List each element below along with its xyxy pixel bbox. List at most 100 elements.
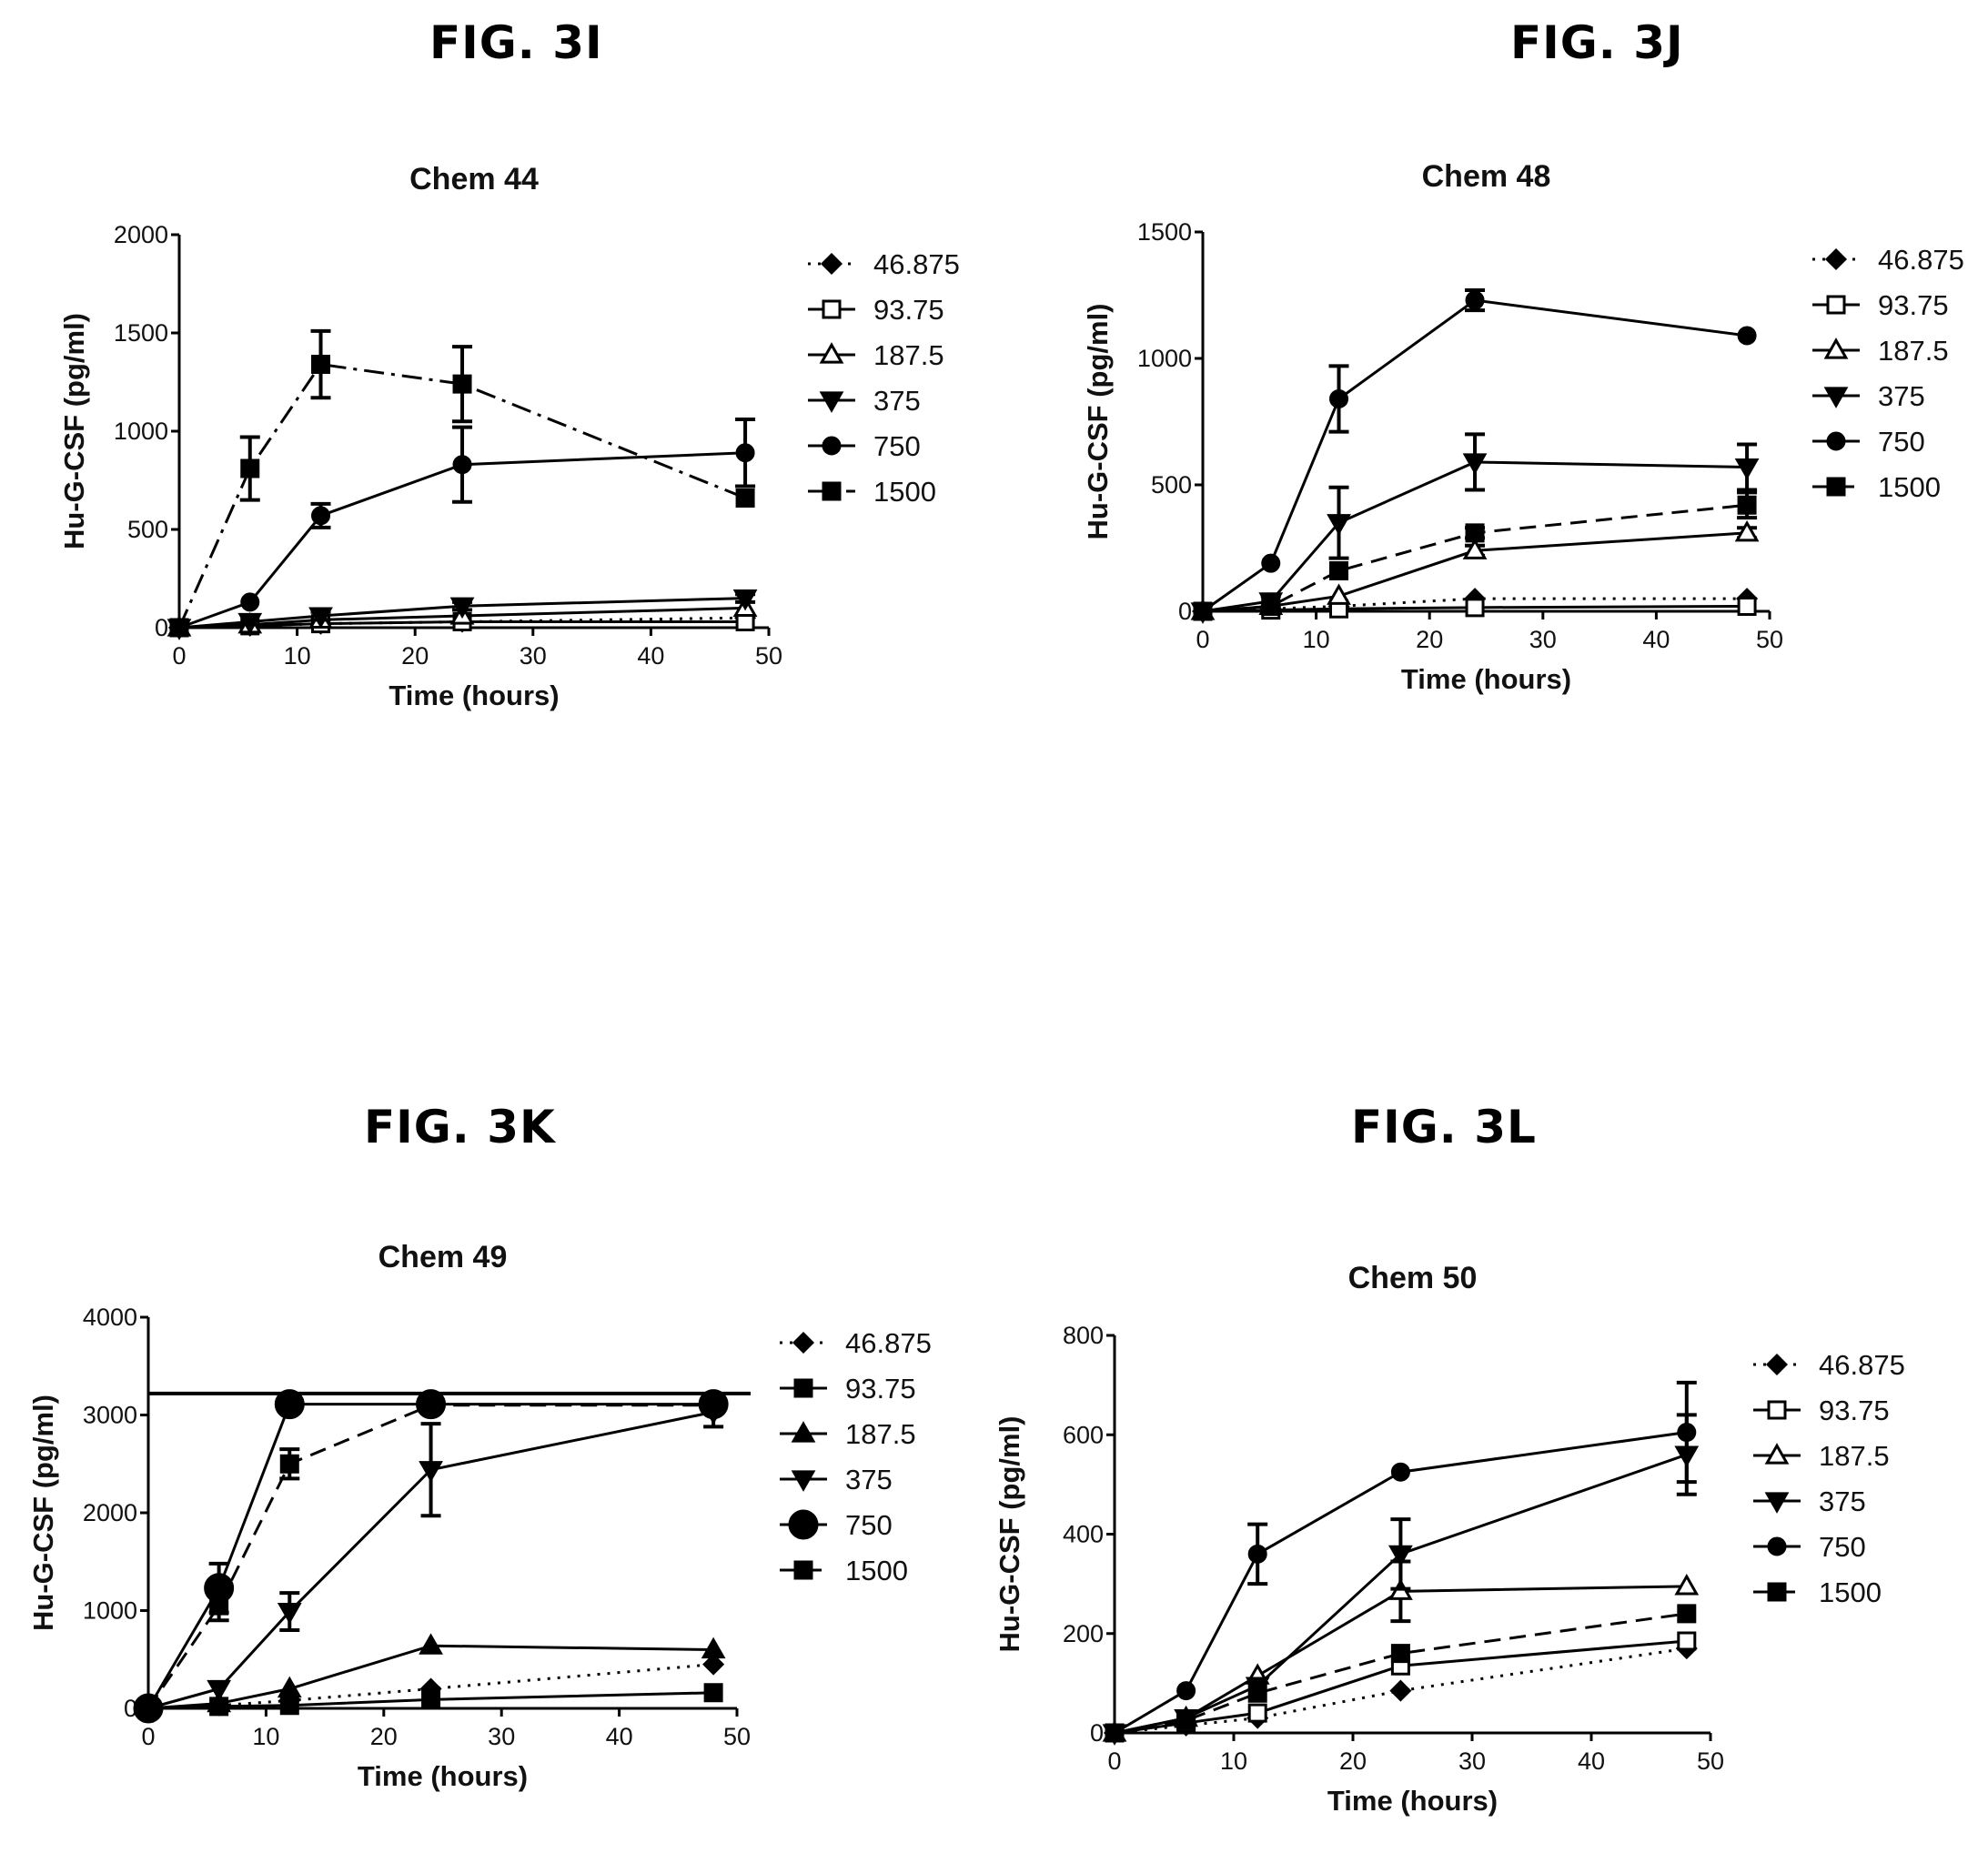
legend-marker-1500 [1767, 1582, 1787, 1602]
data-point-750 [240, 592, 260, 612]
data-point-375 [701, 1403, 726, 1425]
series-line-375 [178, 597, 746, 629]
x-tick-label: 30 [488, 1723, 515, 1750]
legend-label: 46.875 [873, 248, 960, 280]
data-point-187.5 [1245, 1663, 1270, 1685]
data-point-46.875 [1389, 1679, 1412, 1702]
data-point-750 [1261, 553, 1281, 573]
y-axis-label: Hu-G-CSF (pg/ml) [1082, 303, 1114, 539]
legend-marker-46.875 [820, 252, 843, 276]
data-point-750 [204, 1573, 235, 1604]
legend-label: 46.875 [1878, 244, 1964, 276]
x-tick-label: 10 [284, 642, 311, 670]
x-tick-label: 10 [1303, 626, 1330, 653]
data-point-1500 [703, 1395, 723, 1415]
series-line-93.75 [1202, 604, 1748, 613]
y-tick-label: 2000 [83, 1499, 137, 1526]
series-line-187.5 [1114, 1585, 1687, 1735]
legend-label: 375 [1819, 1485, 1866, 1517]
legend-label: 750 [1878, 426, 1925, 458]
legend-marker-375 [819, 391, 844, 413]
data-point-1500 [240, 458, 260, 478]
y-tick-label: 1500 [114, 319, 168, 347]
x-tick-label: 50 [755, 642, 782, 670]
data-point-750 [1677, 1423, 1697, 1443]
data-point-187.5 [136, 1696, 161, 1717]
x-tick-label: 30 [520, 642, 547, 670]
data-point-93.75 [1193, 601, 1213, 621]
legend-label: 187.5 [845, 1418, 916, 1450]
data-point-375 [1734, 458, 1760, 480]
legend-marker-750 [788, 1509, 819, 1540]
legend-label: 750 [1819, 1531, 1866, 1563]
legend-label: 750 [873, 430, 921, 462]
x-tick-label: 20 [370, 1723, 398, 1750]
series-line-187.5 [1202, 531, 1748, 613]
x-axis-label: Time (hours) [1401, 663, 1571, 695]
y-tick-label: 1000 [1137, 345, 1192, 372]
series-line-375 [1114, 1453, 1688, 1735]
legend-marker-1500 [822, 481, 842, 501]
data-point-46.875 [136, 1697, 160, 1720]
legend-marker-93.75 [822, 299, 842, 319]
data-point-93.75 [1329, 599, 1349, 619]
data-point-93.75 [1390, 1656, 1410, 1676]
data-point-375 [732, 589, 758, 611]
legend-marker-187.5 [819, 342, 844, 364]
data-point-187.5 [1258, 593, 1284, 616]
legend-marker-93.75 [1826, 295, 1846, 315]
data-point-187.5 [419, 1633, 443, 1655]
y-tick-label: 1000 [83, 1597, 137, 1625]
y-tick-label: 500 [127, 516, 168, 543]
data-point-187.5 [1388, 1578, 1413, 1600]
data-point-750 [1390, 1462, 1410, 1482]
y-tick-label: 4000 [83, 1304, 137, 1331]
x-tick-label: 50 [1697, 1747, 1724, 1775]
x-tick-label: 10 [1220, 1747, 1247, 1775]
data-point-93.75 [703, 1683, 723, 1703]
legend-label: 187.5 [1878, 335, 1949, 367]
x-tick-label: 40 [1642, 626, 1670, 653]
x-tick-label: 20 [1339, 1747, 1367, 1775]
legend-label: 93.75 [1878, 289, 1949, 321]
data-point-750 [274, 1389, 305, 1420]
data-point-46.875 [1675, 1637, 1698, 1660]
series-line-187.5 [178, 606, 746, 629]
y-axis-label: Hu-G-CSF (pg/ml) [27, 1395, 59, 1631]
data-point-750 [1193, 601, 1213, 621]
legend-marker-46.875 [792, 1331, 815, 1355]
legend-marker-750 [822, 436, 842, 456]
chart-title: Chem 44 [409, 162, 539, 196]
legend-marker-750 [1767, 1536, 1787, 1556]
x-tick-label: 30 [1529, 626, 1557, 653]
x-axis-label: Time (hours) [1327, 1785, 1498, 1817]
data-point-46.875 [1464, 588, 1487, 610]
legend-label: 93.75 [1819, 1395, 1890, 1426]
figure-label-3j: FIG. 3J [1510, 16, 1684, 69]
data-point-1500 [1677, 1604, 1697, 1624]
series-line-93.75 [178, 620, 746, 629]
data-point-187.5 [1102, 1720, 1127, 1742]
data-point-750 [1105, 1723, 1125, 1743]
data-point-93.75 [1247, 1703, 1267, 1723]
data-point-375 [1190, 602, 1216, 624]
x-tick-label: 0 [1107, 1747, 1121, 1775]
data-point-187.5 [701, 1636, 726, 1659]
data-point-1500 [1390, 1644, 1410, 1664]
data-point-375 [1102, 1724, 1127, 1746]
legend-label: 93.75 [845, 1373, 916, 1405]
series-line-375 [1202, 460, 1748, 613]
data-point-93.75 [1677, 1631, 1697, 1651]
data-point-187.5 [207, 1690, 232, 1713]
data-point-1500 [1737, 495, 1757, 515]
data-point-375 [1245, 1677, 1270, 1698]
data-point-187.5 [1734, 519, 1760, 542]
series-line-375 [147, 1410, 714, 1710]
x-tick-label: 50 [723, 1723, 751, 1750]
y-tick-label: 200 [1063, 1620, 1104, 1647]
data-point-1500 [1329, 561, 1349, 581]
data-point-93.75 [1176, 1713, 1196, 1733]
x-tick-label: 20 [1416, 626, 1443, 653]
legend-label: 375 [845, 1464, 893, 1495]
